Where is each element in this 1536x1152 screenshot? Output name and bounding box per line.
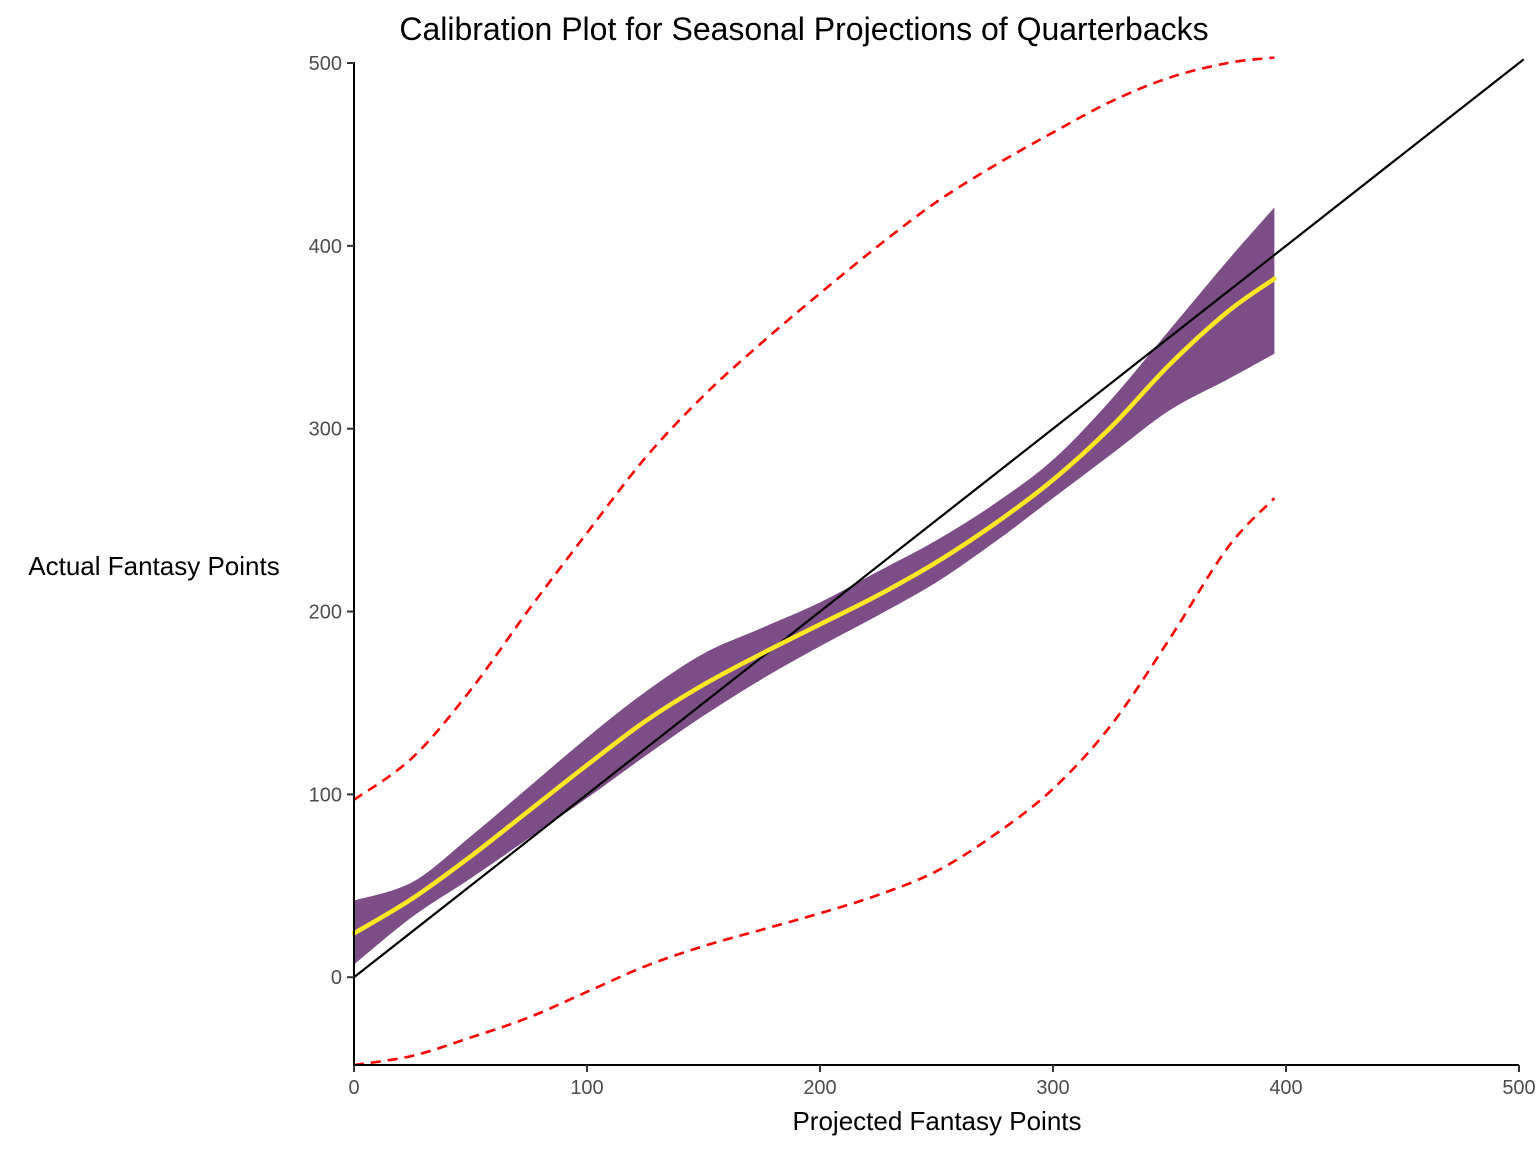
y-tick-label: 0 bbox=[331, 967, 342, 989]
y-tick-label: 500 bbox=[309, 53, 342, 75]
y-tick-label: 400 bbox=[309, 236, 342, 258]
x-tick-label: 500 bbox=[1502, 1077, 1535, 1099]
prediction-interval-upper-line bbox=[353, 56, 1275, 801]
x-tick-label: 100 bbox=[570, 1077, 603, 1099]
x-tick-label: 200 bbox=[803, 1077, 836, 1099]
chart-title: Calibration Plot for Seasonal Projection… bbox=[399, 11, 1208, 47]
y-axis-title: Actual Fantasy Points bbox=[28, 551, 279, 581]
confidence-band bbox=[354, 207, 1275, 965]
axes: 0 100 200 300 400 500 0 100 200 300 400 500 bbox=[309, 53, 1536, 1099]
x-axis-title: Projected Fantasy Points bbox=[792, 1106, 1081, 1136]
x-tick-label: 300 bbox=[1036, 1077, 1069, 1099]
x-tick-label: 0 bbox=[348, 1077, 359, 1099]
y-tick-label: 300 bbox=[309, 419, 342, 441]
prediction-interval-lower-line bbox=[353, 497, 1276, 1067]
y-tick-label: 200 bbox=[309, 602, 342, 624]
y-tick-label: 100 bbox=[309, 784, 342, 806]
x-tick-label: 400 bbox=[1269, 1077, 1302, 1099]
identity-line bbox=[353, 58, 1525, 979]
calibration-fit-line bbox=[351, 276, 1277, 936]
plot-area bbox=[351, 56, 1525, 1067]
